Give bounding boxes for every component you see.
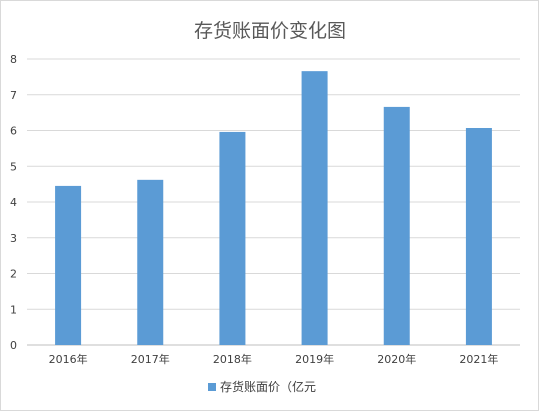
x-tick-label: 2021年 xyxy=(459,352,498,366)
y-tick-label: 8 xyxy=(10,53,17,66)
bars xyxy=(55,71,492,345)
gridlines xyxy=(27,58,520,346)
bar-3 xyxy=(301,71,328,345)
bar-2 xyxy=(219,131,246,345)
bar-1 xyxy=(137,179,164,345)
legend-label: 存货账面价（亿元 xyxy=(220,379,316,394)
y-tick-label: 2 xyxy=(10,268,17,281)
x-tick-label: 2020年 xyxy=(377,352,416,366)
x-tick-label: 2019年 xyxy=(295,352,334,366)
y-tick-label: 5 xyxy=(10,160,17,173)
legend-swatch xyxy=(208,383,216,391)
bar-4 xyxy=(383,106,410,345)
y-tick-label: 6 xyxy=(10,125,17,138)
x-axis-ticks: 2016年 2017年 2018年 2019年 2020年 2021年 xyxy=(49,352,499,366)
y-axis-ticks: 0 1 2 3 4 5 6 7 8 xyxy=(10,53,17,352)
bar-5 xyxy=(465,127,492,345)
y-tick-label: 0 xyxy=(10,339,17,352)
bar-0 xyxy=(55,185,82,345)
legend: 存货账面价（亿元 xyxy=(208,379,316,394)
y-tick-label: 3 xyxy=(10,232,17,245)
x-tick-label: 2018年 xyxy=(213,352,252,366)
y-tick-label: 4 xyxy=(10,196,17,209)
x-tick-label: 2017年 xyxy=(131,352,170,366)
y-tick-label: 1 xyxy=(10,303,17,316)
y-tick-label: 7 xyxy=(10,89,17,102)
chart-title: 存货账面价变化图 xyxy=(194,20,346,42)
x-tick-label: 2016年 xyxy=(49,352,88,366)
